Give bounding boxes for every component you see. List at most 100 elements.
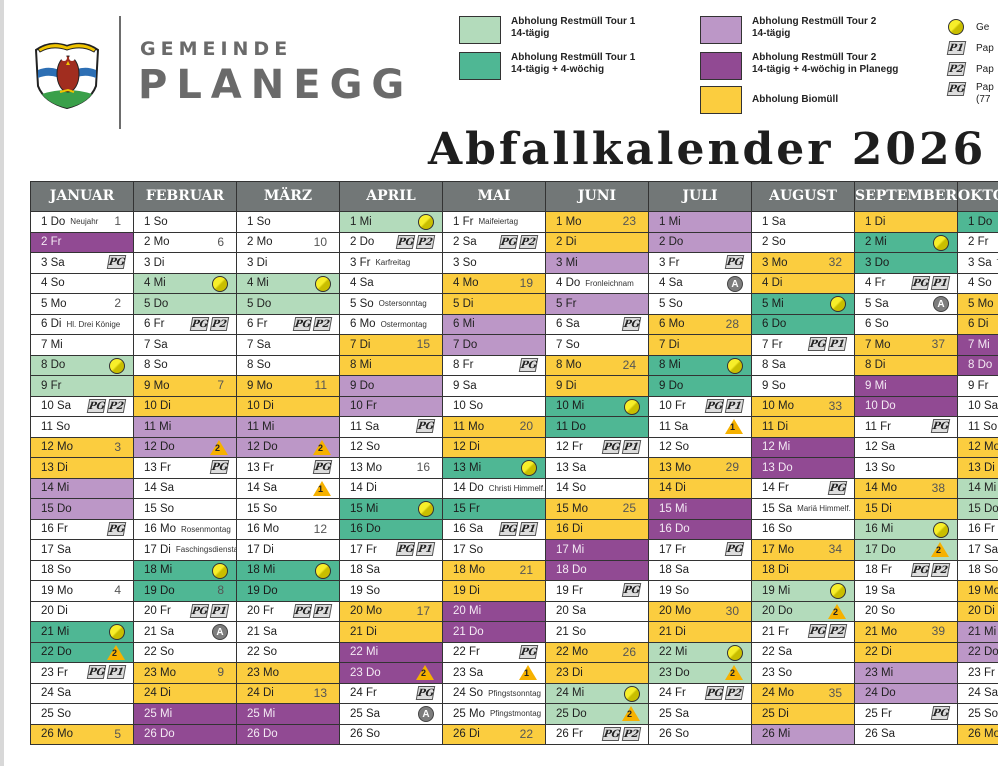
day-cell[interactable]: 23 Di xyxy=(546,663,648,684)
day-cell[interactable]: 7 Fr PG P1 xyxy=(752,335,854,356)
day-cell[interactable]: 15 Mo 25 xyxy=(546,499,648,520)
day-cell[interactable]: 23 Do 2 xyxy=(649,663,751,684)
day-cell[interactable]: 8 So xyxy=(134,355,236,376)
day-cell[interactable]: 22 Mo 26 xyxy=(546,642,648,663)
day-cell[interactable]: 21 Mi xyxy=(31,622,133,643)
day-cell[interactable]: 9 Fr xyxy=(958,376,998,397)
day-cell[interactable]: 11 So xyxy=(31,417,133,438)
day-cell[interactable]: 12 Mi xyxy=(752,437,854,458)
day-cell[interactable]: 2 Mo 10 xyxy=(237,232,339,253)
day-cell[interactable]: 13 Sa xyxy=(546,458,648,479)
day-cell[interactable]: 1 Fr Maifeiertag xyxy=(443,212,545,233)
day-cell[interactable]: 22 So xyxy=(237,642,339,663)
day-cell[interactable]: 8 Sa xyxy=(752,355,854,376)
day-cell[interactable]: 13 Do xyxy=(752,458,854,479)
day-cell[interactable]: 14 Mo 38 xyxy=(855,478,957,499)
day-cell[interactable]: 6 Fr PG P2 xyxy=(237,314,339,335)
day-cell[interactable]: 19 So xyxy=(649,581,751,602)
day-cell[interactable]: 19 Mi xyxy=(752,581,854,602)
day-cell[interactable]: 17 Sa xyxy=(31,540,133,561)
day-cell[interactable]: 26 Do xyxy=(134,724,236,745)
day-cell[interactable]: 7 Di xyxy=(649,335,751,356)
day-cell[interactable]: 12 Do 2 xyxy=(134,437,236,458)
day-cell[interactable]: 25 Mi xyxy=(237,704,339,725)
day-cell[interactable]: 13 Fr PG xyxy=(134,458,236,479)
day-cell[interactable]: 23 Fr xyxy=(958,663,998,684)
day-cell[interactable]: 25 Mi xyxy=(134,704,236,725)
day-cell[interactable]: 15 Di xyxy=(855,499,957,520)
day-cell[interactable]: 18 So xyxy=(31,560,133,581)
day-cell[interactable]: 13 Di xyxy=(958,458,998,479)
day-cell[interactable]: 19 Mo 4 xyxy=(31,581,133,602)
day-cell[interactable]: 22 Mi xyxy=(340,642,442,663)
day-cell[interactable]: 15 Mi xyxy=(340,499,442,520)
day-cell[interactable]: 15 So xyxy=(237,499,339,520)
day-cell[interactable]: 20 Do 2 xyxy=(752,601,854,622)
day-cell[interactable]: 5 So Ostersonntag xyxy=(340,294,442,315)
day-cell[interactable]: 3 Mo 32 xyxy=(752,253,854,274)
day-cell[interactable]: 24 Mo 35 xyxy=(752,683,854,704)
day-cell[interactable]: 14 So xyxy=(546,478,648,499)
day-cell[interactable]: 6 Mi xyxy=(443,314,545,335)
day-cell[interactable]: 14 Mi xyxy=(958,478,998,499)
day-cell[interactable]: 9 Fr xyxy=(31,376,133,397)
day-cell[interactable]: 14 Fr PG xyxy=(752,478,854,499)
day-cell[interactable]: 25 Sa xyxy=(649,704,751,725)
day-cell[interactable]: 21 Fr PG P2 xyxy=(752,622,854,643)
day-cell[interactable]: 15 Mi xyxy=(649,499,751,520)
day-cell[interactable]: 3 Di xyxy=(237,253,339,274)
day-cell[interactable]: 8 Mi xyxy=(340,355,442,376)
day-cell[interactable]: 16 So xyxy=(752,519,854,540)
day-cell[interactable]: 6 Mo Ostermontag xyxy=(340,314,442,335)
day-cell[interactable]: 2 Do xyxy=(649,232,751,253)
day-cell[interactable]: 26 Mi xyxy=(752,724,854,745)
day-cell[interactable]: 20 Fr PG P1 xyxy=(237,601,339,622)
day-cell[interactable]: 15 Fr xyxy=(443,499,545,520)
day-cell[interactable]: 17 Mi xyxy=(546,540,648,561)
day-cell[interactable]: 7 Do xyxy=(443,335,545,356)
day-cell[interactable]: 10 So xyxy=(443,396,545,417)
day-cell[interactable]: 22 Di xyxy=(855,642,957,663)
day-cell[interactable]: 12 Mo xyxy=(958,437,998,458)
day-cell[interactable]: 7 Mi xyxy=(31,335,133,356)
day-cell[interactable]: 10 Mi xyxy=(546,396,648,417)
day-cell[interactable]: 14 Do Christi Himmelf. xyxy=(443,478,545,499)
day-cell[interactable]: 16 Mi xyxy=(855,519,957,540)
day-cell[interactable]: 7 Mi xyxy=(958,335,998,356)
day-cell[interactable]: 25 Mo Pfingstmontag xyxy=(443,704,545,725)
day-cell[interactable]: 17 Sa xyxy=(958,540,998,561)
day-cell[interactable]: 3 Sa Tag xyxy=(958,253,998,274)
day-cell[interactable]: 10 Di xyxy=(134,396,236,417)
day-cell[interactable]: 24 Di 13 xyxy=(237,683,339,704)
day-cell[interactable]: 5 Do xyxy=(134,294,236,315)
day-cell[interactable]: 5 Fr xyxy=(546,294,648,315)
day-cell[interactable]: 16 Fr PG xyxy=(31,519,133,540)
day-cell[interactable]: 19 Do xyxy=(237,581,339,602)
day-cell[interactable]: 6 Sa PG xyxy=(546,314,648,335)
day-cell[interactable]: 14 Mi xyxy=(31,478,133,499)
day-cell[interactable]: 5 Mi xyxy=(752,294,854,315)
day-cell[interactable]: 10 Di xyxy=(237,396,339,417)
day-cell[interactable]: 26 Fr PG P2 xyxy=(546,724,648,745)
day-cell[interactable]: 4 Do Fronleichnam xyxy=(546,273,648,294)
day-cell[interactable]: 7 Mo 37 xyxy=(855,335,957,356)
day-cell[interactable]: 1 Di xyxy=(855,212,957,233)
day-cell[interactable]: 8 So xyxy=(237,355,339,376)
day-cell[interactable]: 23 Mo xyxy=(237,663,339,684)
day-cell[interactable]: 15 Do xyxy=(958,499,998,520)
day-cell[interactable]: 24 So Pfingstsonntag xyxy=(443,683,545,704)
day-cell[interactable]: 4 Mi xyxy=(237,273,339,294)
day-cell[interactable]: 8 Mo 24 xyxy=(546,355,648,376)
day-cell[interactable]: 2 Mi xyxy=(855,232,957,253)
day-cell[interactable]: 8 Do xyxy=(958,355,998,376)
day-cell[interactable]: 24 Sa xyxy=(31,683,133,704)
day-cell[interactable]: 21 Sa xyxy=(237,622,339,643)
day-cell[interactable]: 4 Mo 19 xyxy=(443,273,545,294)
day-cell[interactable]: 4 So xyxy=(31,273,133,294)
day-cell[interactable]: 25 Di xyxy=(752,704,854,725)
day-cell[interactable]: 17 Di xyxy=(237,540,339,561)
day-cell[interactable]: 16 Do xyxy=(340,519,442,540)
day-cell[interactable]: 18 Sa xyxy=(340,560,442,581)
day-cell[interactable]: 20 Mi xyxy=(443,601,545,622)
day-cell[interactable]: 7 Di 15 xyxy=(340,335,442,356)
